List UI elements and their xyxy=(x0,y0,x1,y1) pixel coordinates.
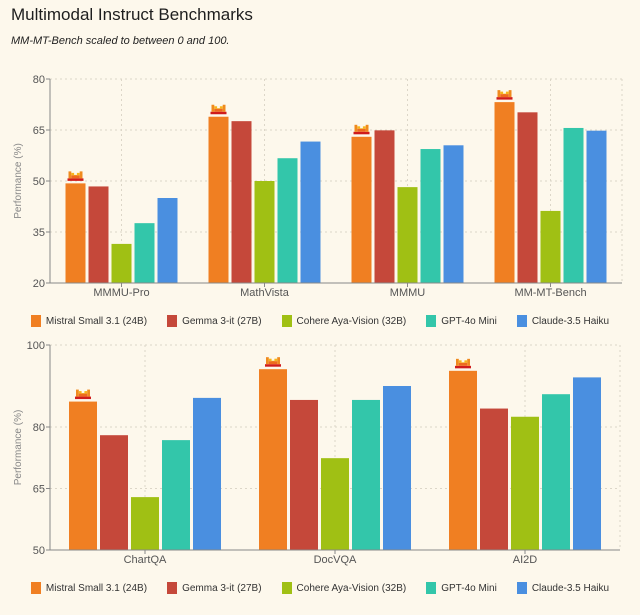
bar xyxy=(540,210,561,283)
bar xyxy=(352,399,380,550)
bar xyxy=(111,243,132,283)
legend-item: Claude-3.5 Haiku xyxy=(516,315,610,327)
bar-chart-top: 20 35 50 65 80 Performance (%) MMMU-Pro MathVis… xyxy=(13,74,623,299)
legend-swatch xyxy=(426,315,437,327)
legend-item: Mistral Small 3.1 (24B) xyxy=(30,582,148,594)
bar xyxy=(88,186,109,283)
legend-label: Cohere Aya-Vision (32B) xyxy=(296,315,407,327)
legend-item: GPT-4o Mini xyxy=(426,315,497,327)
legend-label: Gemma 3-it (27B) xyxy=(182,582,262,594)
bar xyxy=(374,130,395,283)
bar xyxy=(277,158,298,283)
bar xyxy=(231,121,252,283)
legend-swatch xyxy=(30,315,41,327)
bar xyxy=(397,187,418,283)
bar xyxy=(65,183,86,283)
bar xyxy=(162,440,190,550)
bar xyxy=(586,130,607,283)
x-tick-label: MMMU xyxy=(390,287,425,299)
bar xyxy=(573,377,601,550)
bar xyxy=(254,181,275,283)
legend-item: Cohere Aya-Vision (32B) xyxy=(281,582,407,594)
legend-swatch xyxy=(281,315,292,327)
bar xyxy=(511,416,539,550)
bar xyxy=(563,127,584,284)
legend-item: Claude-3.5 Haiku xyxy=(516,582,610,594)
legend-item: Cohere Aya-Vision (32B) xyxy=(281,315,407,327)
legend-label: GPT-4o Mini xyxy=(441,582,497,594)
y-axis-label: Performance (%) xyxy=(13,410,24,486)
legend-item: Gemma 3-it (27B) xyxy=(167,582,262,594)
legend-swatch xyxy=(426,582,437,594)
y-tick-label: 65 xyxy=(33,125,45,137)
bar xyxy=(420,149,441,283)
legend-bottom: Mistral Small 3.1 (24B) Gemma 3-it (27B) C… xyxy=(0,582,640,594)
legend-item: Mistral Small 3.1 (24B) xyxy=(30,315,148,327)
bar xyxy=(69,401,97,550)
mistral-logo-icon xyxy=(353,124,370,135)
legend-item: GPT-4o Mini xyxy=(426,582,497,594)
legend-label: Claude-3.5 Haiku xyxy=(531,315,610,327)
mistral-logo-icon xyxy=(265,357,281,367)
legend-swatch xyxy=(167,582,178,594)
legend-label: Gemma 3-it (27B) xyxy=(182,315,262,327)
mistral-logo-icon xyxy=(210,104,227,115)
bar xyxy=(131,497,159,550)
legend-swatch xyxy=(516,582,527,594)
mistral-logo-icon xyxy=(75,389,91,400)
bar xyxy=(480,408,508,550)
bar xyxy=(443,145,464,283)
legend-item: Gemma 3-it (27B) xyxy=(167,315,262,327)
x-tick-label: MathVista xyxy=(240,287,290,299)
bar xyxy=(449,370,477,550)
legend-label: Mistral Small 3.1 (24B) xyxy=(45,315,148,327)
y-tick-label: 100 xyxy=(27,340,45,352)
mistral-logo-icon xyxy=(67,171,84,181)
legend-swatch xyxy=(281,582,292,594)
bar xyxy=(321,458,349,550)
legend-label: Mistral Small 3.1 (24B) xyxy=(45,582,148,594)
bar xyxy=(300,141,321,283)
bar xyxy=(208,116,229,284)
bar xyxy=(259,369,287,550)
mistral-logo-icon xyxy=(455,358,471,369)
legend-label: GPT-4o Mini xyxy=(441,315,497,327)
legend-label: Cohere Aya-Vision (32B) xyxy=(296,582,407,594)
bar xyxy=(383,386,411,550)
y-tick-label: 65 xyxy=(33,484,45,496)
bar-chart-bottom: 50 65 80 100 Performance (%) ChartQA DocVQA AI2… xyxy=(13,340,621,566)
bar xyxy=(134,223,155,283)
bar xyxy=(494,102,515,284)
x-tick-label: DocVQA xyxy=(314,554,357,566)
x-tick-label: MM-MT-Bench xyxy=(514,287,586,299)
bar xyxy=(157,198,178,283)
bar xyxy=(100,435,128,550)
legend-swatch xyxy=(516,315,527,327)
bar xyxy=(351,136,372,283)
legend-swatch xyxy=(167,315,178,327)
y-tick-label: 50 xyxy=(33,545,45,557)
mistral-logo-icon xyxy=(496,90,513,100)
y-axis-label: Performance (%) xyxy=(13,143,24,219)
y-tick-label: 80 xyxy=(33,422,45,434)
y-tick-label: 50 xyxy=(33,176,45,188)
chart-subtitle: MM-MT-Bench scaled to between 0 and 100. xyxy=(11,35,230,47)
x-tick-label: MMMU-Pro xyxy=(93,287,149,299)
bar xyxy=(193,397,221,550)
bar xyxy=(517,112,538,283)
legend-label: Claude-3.5 Haiku xyxy=(531,582,610,594)
y-tick-label: 35 xyxy=(33,227,45,239)
bar xyxy=(542,394,570,550)
chart-title: Multimodal Instruct Benchmarks xyxy=(11,5,253,24)
x-tick-label: ChartQA xyxy=(124,554,167,566)
y-tick-label: 80 xyxy=(33,74,45,86)
y-tick-label: 20 xyxy=(33,278,45,290)
x-tick-label: AI2D xyxy=(513,554,538,566)
bar xyxy=(290,399,318,550)
legend-swatch xyxy=(30,582,41,594)
legend-top: Mistral Small 3.1 (24B) Gemma 3-it (27B) C… xyxy=(0,315,640,327)
